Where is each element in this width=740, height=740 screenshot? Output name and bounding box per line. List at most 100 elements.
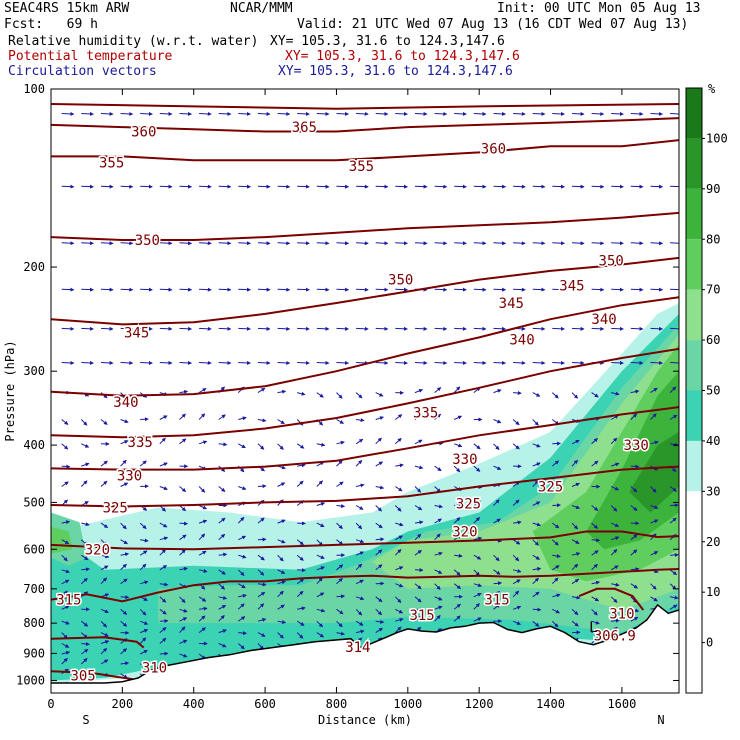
south-label: S [82, 713, 89, 727]
vector-arrow [611, 287, 624, 292]
vector-arrow [218, 595, 228, 600]
theta-contour-365 [51, 103, 679, 110]
vector-arrow [237, 603, 245, 610]
vector-arrow [532, 567, 542, 571]
vector-arrow [395, 326, 408, 331]
vector-arrow [434, 504, 444, 509]
vector-arrow [61, 241, 75, 246]
vector-arrow [218, 615, 225, 622]
vector-arrow [414, 505, 423, 511]
vector-arrow [257, 603, 265, 610]
vector-arrow [81, 522, 90, 527]
vector-arrow [257, 618, 267, 622]
vector-arrow [257, 241, 271, 246]
vector-arrow [650, 387, 658, 394]
vector-arrow [198, 615, 206, 622]
vector-arrow [61, 539, 70, 545]
vector-arrow [159, 582, 169, 587]
vector-arrow [179, 549, 186, 556]
colorbar-tick-label: 100 [706, 131, 728, 145]
colorbar-tick-label: 30 [706, 484, 720, 498]
vector-arrow [120, 522, 127, 530]
vector-arrow [552, 241, 565, 246]
theta-label: 330 [624, 438, 649, 454]
vector-arrow [199, 287, 212, 292]
vector-arrow [493, 326, 507, 331]
vector-arrow [61, 590, 68, 598]
vector-arrow [100, 184, 114, 189]
vector-arrow [454, 241, 467, 246]
vector-arrow [434, 569, 443, 574]
vector-arrow [297, 391, 306, 396]
vector-arrow [277, 360, 291, 365]
vector-arrow [591, 580, 601, 585]
vector-arrow [610, 505, 618, 512]
vector-arrow [179, 566, 188, 571]
vector-arrow [669, 386, 677, 393]
vector-arrow [80, 480, 88, 487]
vector-arrow [257, 591, 266, 598]
vector-arrow [218, 486, 226, 492]
theta-label: 330 [117, 468, 142, 484]
vector-arrow [552, 184, 565, 189]
vector-arrow [140, 417, 149, 422]
vector-arrow [454, 326, 467, 331]
vector-arrow [277, 632, 284, 639]
vector-arrow [100, 620, 107, 628]
vector-arrow [61, 554, 68, 562]
vector-arrow [395, 360, 408, 365]
vector-arrow [650, 583, 657, 590]
vector-arrow [512, 579, 521, 585]
vector-arrow [610, 437, 618, 445]
vector-arrow [336, 504, 346, 509]
vector-arrow [100, 419, 108, 425]
vector-arrow [630, 287, 644, 292]
vector-arrow [61, 326, 75, 331]
vector-arrow [159, 549, 166, 556]
vector-arrow [355, 483, 365, 488]
field-rh-name: Relative humidity (w.r.t. water) [8, 34, 259, 49]
vector-arrow [611, 391, 620, 396]
plot-area: 305 310 310 315 320 325 330 335 340 345 350 355 360 3… [51, 89, 679, 693]
theta-label: 315 [484, 593, 509, 609]
vector-arrow [159, 565, 168, 571]
vector-arrow [81, 554, 89, 561]
init-time: Init: 00 UTC Mon 05 Aug 13 [497, 1, 701, 16]
vector-arrow [512, 539, 521, 545]
vector-arrow [140, 287, 153, 292]
vector-arrow [198, 413, 206, 420]
vector-arrow [630, 413, 638, 420]
vector-arrow [277, 569, 286, 574]
vector-arrow [630, 184, 644, 189]
theta-label: 345 [499, 296, 524, 312]
vector-arrow [591, 392, 599, 398]
vector-arrow [297, 184, 310, 189]
vector-arrow [552, 593, 561, 598]
vector-arrow [159, 360, 173, 365]
vector-arrow [218, 629, 227, 634]
vector-arrow [513, 287, 526, 292]
vector-arrow [336, 631, 345, 636]
vector-arrow [571, 459, 578, 467]
vector-arrow [473, 617, 482, 622]
vector-arrow [316, 632, 325, 638]
vector-arrow [218, 111, 232, 116]
vector-arrow [630, 583, 639, 589]
vector-arrow [277, 287, 291, 292]
vector-arrow [552, 565, 560, 571]
vector-arrow [336, 594, 346, 599]
vector-arrow [532, 577, 539, 585]
vector-arrow [414, 388, 424, 394]
vector-arrow [591, 111, 605, 116]
vector-arrow [336, 111, 350, 116]
vector-arrow [297, 326, 310, 331]
vector-arrow [453, 465, 461, 473]
vector-arrow [179, 241, 193, 246]
vector-arrow [610, 415, 619, 420]
y-tick-label: 700 [23, 582, 45, 596]
theta-label: 355 [99, 155, 124, 171]
org-label: NCAR/MMM [230, 1, 293, 16]
vector-arrow [159, 462, 168, 467]
colorbar-bin [686, 491, 702, 693]
vector-arrow [414, 486, 422, 493]
